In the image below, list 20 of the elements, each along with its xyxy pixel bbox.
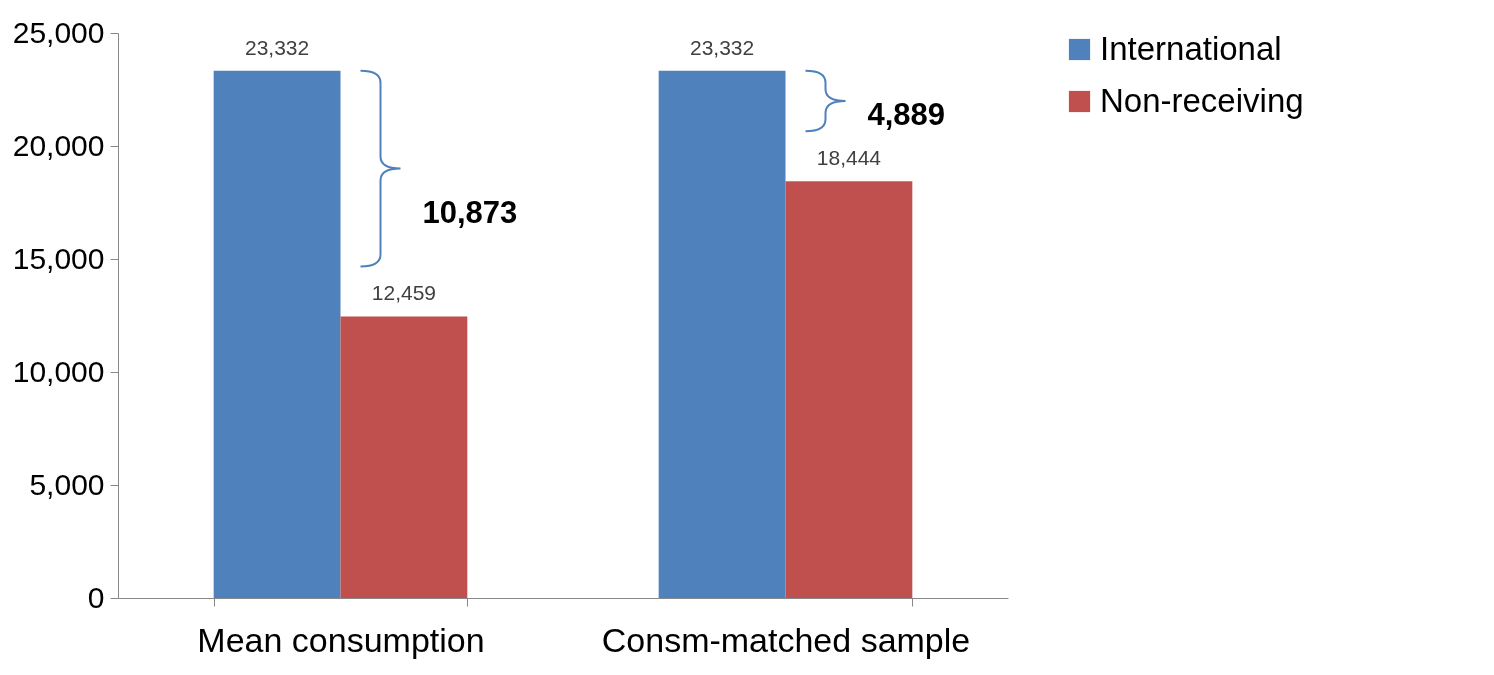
x-tick-label: Mean consumption <box>197 620 485 659</box>
x-tick-label: Consm-matched sample <box>601 620 971 659</box>
annotation: 10,873 <box>422 194 518 230</box>
data-label: 23,332 <box>689 35 755 59</box>
legend-label: International <box>1100 29 1282 67</box>
y-tick-label: 25,000 <box>12 15 105 49</box>
legend-label: Non-receiving <box>1100 81 1304 119</box>
data-label: 12,459 <box>371 281 437 305</box>
bar <box>785 181 913 598</box>
y-tick-label: 10,000 <box>12 354 105 388</box>
data-label: 23,332 <box>244 35 310 59</box>
annotation: 4,889 <box>867 97 946 133</box>
y-tick-label: 20,000 <box>12 128 105 162</box>
bar <box>658 70 786 598</box>
y-tick-label: 0 <box>87 580 105 614</box>
y-tick-label: 15,000 <box>12 241 105 275</box>
data-label: 18,444 <box>816 146 882 170</box>
y-tick-label: 5,000 <box>29 467 105 501</box>
bar <box>213 70 341 598</box>
bar <box>340 316 468 598</box>
